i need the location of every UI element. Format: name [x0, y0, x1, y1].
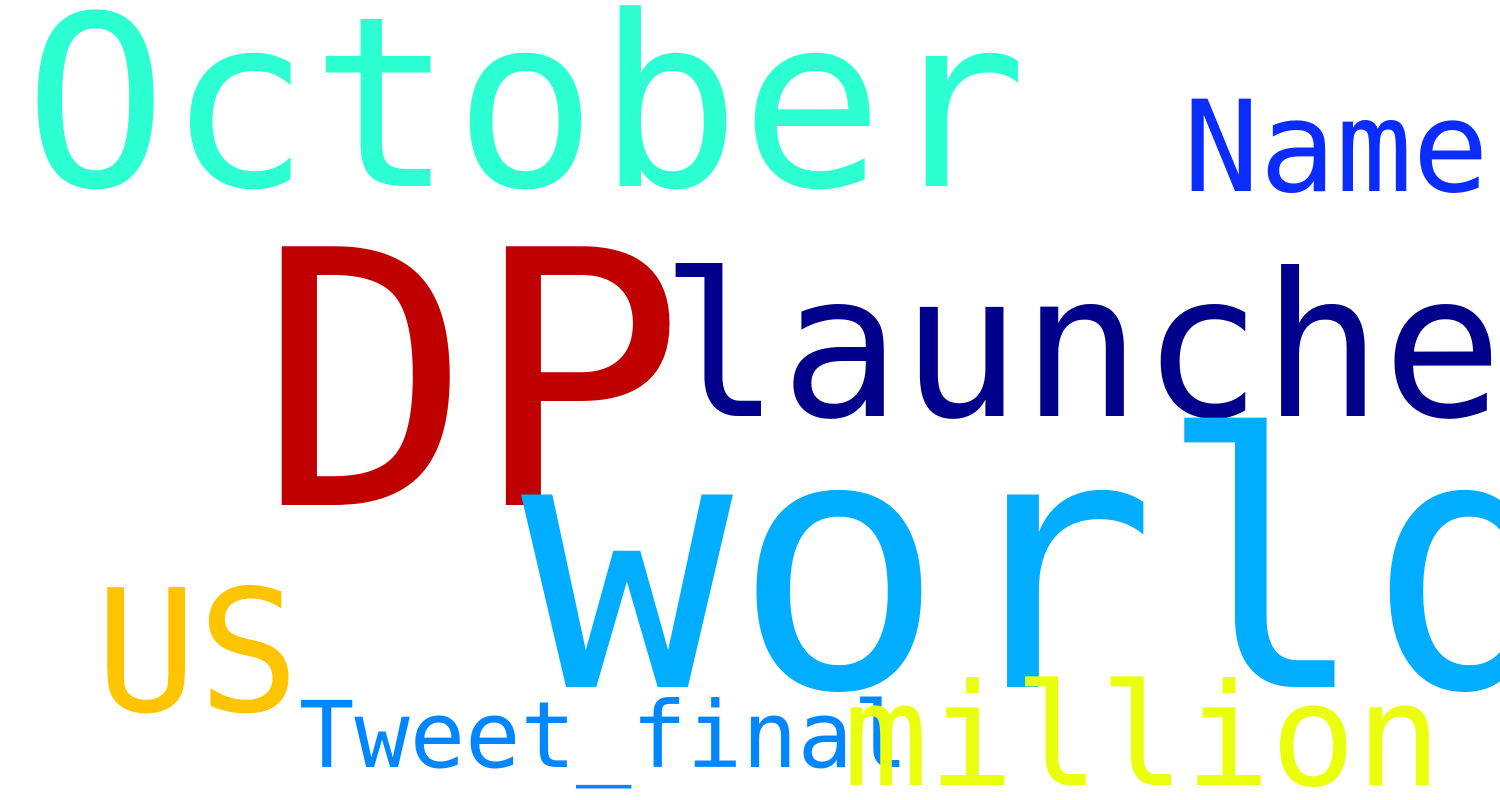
- word-dp: DP: [258, 175, 686, 589]
- word-million: million: [843, 654, 1442, 800]
- word-name: Name: [1183, 73, 1489, 221]
- word-us: US: [95, 554, 300, 752]
- word-world: world: [521, 361, 1500, 771]
- word-launched: launched: [660, 231, 1500, 464]
- word-october: October: [24, 0, 1028, 243]
- word-tweet-final: Tweet_final: [299, 682, 909, 789]
